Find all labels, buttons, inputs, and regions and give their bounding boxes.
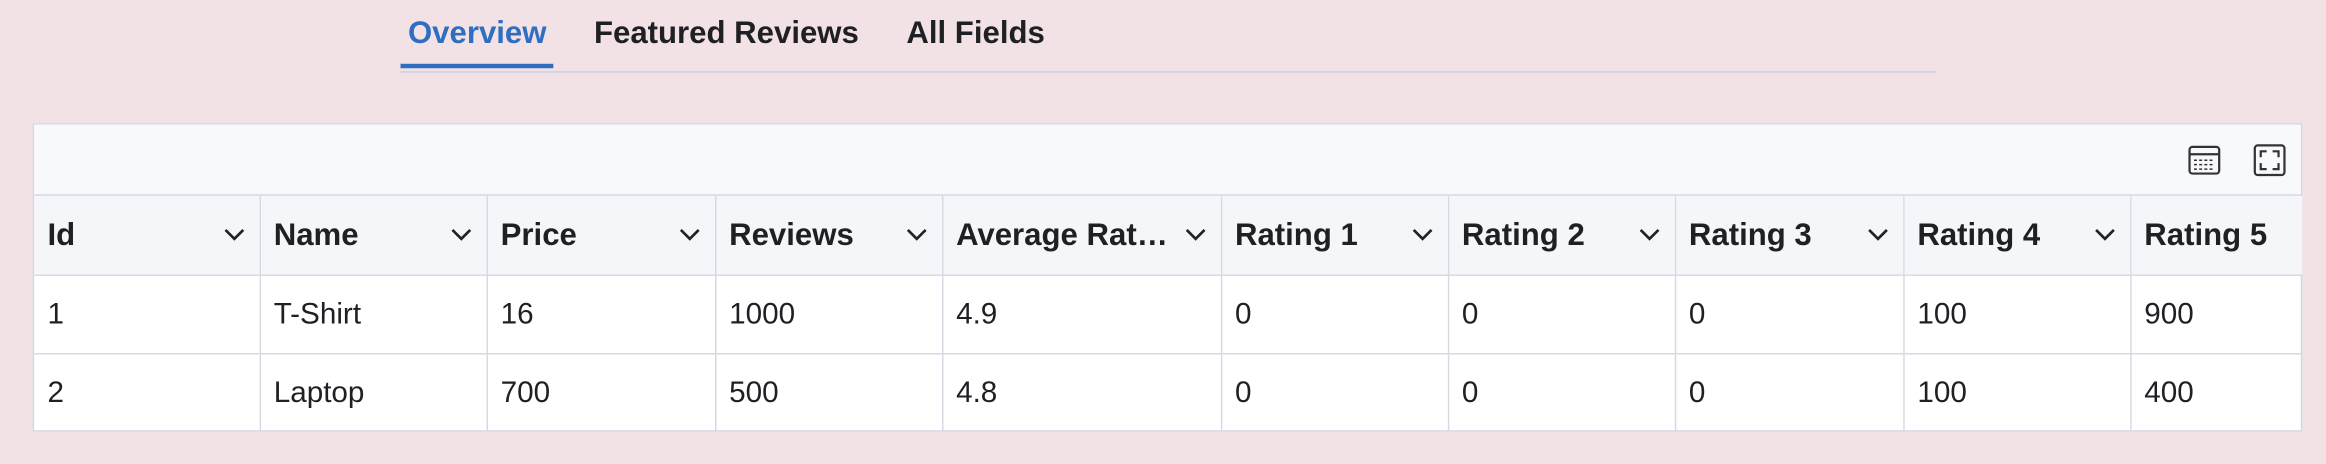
table-cell: 0 <box>1220 275 1449 355</box>
table-cell: 500 <box>715 353 943 432</box>
table-cell: 0 <box>1220 353 1449 432</box>
column-title: Rating 2 <box>1461 217 1585 252</box>
table-cell: 700 <box>486 353 716 432</box>
column-header[interactable]: Rating 5 <box>2130 195 2303 276</box>
column-header[interactable]: Rating 3 <box>1674 195 1904 276</box>
column-title: Id <box>47 217 76 252</box>
table-cell: 0 <box>1674 275 1904 355</box>
table-cell: 2 <box>34 353 261 432</box>
tab-bar: Overview Featured Reviews All Fields <box>400 0 1936 73</box>
header-row: Id Name Price Reviews Average Rat… Rating 1 Ra… <box>34 195 2303 276</box>
table-cell: 0 <box>1674 353 1904 432</box>
table-cell: T-Shirt <box>259 275 488 355</box>
table-body: 1 T-Shirt 16 1000 4.9 0 0 0 100 900 2 Laptop 700 500 4… <box>34 275 2303 432</box>
column-menu-icon[interactable] <box>679 227 700 242</box>
table-cell: 4.8 <box>941 353 1222 432</box>
table: Id Name Price Reviews Average Rat… Rating 1 Ra… <box>34 195 2303 432</box>
fullscreen-icon[interactable] <box>2252 142 2288 178</box>
column-title: Price <box>500 217 577 252</box>
column-header[interactable]: Price <box>486 195 716 276</box>
tab[interactable]: All Fields <box>906 16 1045 51</box>
column-header[interactable]: Rating 2 <box>1447 195 1676 276</box>
data-grid: Id Name Price Reviews Average Rat… Rating 1 Ra… <box>32 123 2303 432</box>
column-menu-icon[interactable] <box>1411 227 1432 242</box>
table-cell: 16 <box>486 275 716 355</box>
column-title: Average Rat… <box>956 217 1168 252</box>
column-header[interactable]: Average Rat… <box>941 195 1222 276</box>
table-cell: 1000 <box>715 275 943 355</box>
table-row: 2 Laptop 700 500 4.8 0 0 0 100 400 <box>34 353 2302 432</box>
table-cell: Laptop <box>259 353 488 432</box>
tab[interactable]: Overview <box>400 0 554 69</box>
column-menu-icon[interactable] <box>1185 227 1206 242</box>
table-cell: 100 <box>1903 275 2131 355</box>
column-menu-icon[interactable] <box>1638 227 1659 242</box>
tab[interactable]: Featured Reviews <box>593 16 859 51</box>
table-cell: 4.9 <box>941 275 1222 355</box>
column-header[interactable]: Id <box>34 195 261 276</box>
column-menu-icon[interactable] <box>450 227 471 242</box>
table-cell: 0 <box>1447 353 1676 432</box>
table-cell: 100 <box>1903 353 2131 432</box>
column-header[interactable]: Rating 1 <box>1220 195 1449 276</box>
column-header[interactable]: Name <box>259 195 488 276</box>
table-cell: 400 <box>2144 376 2194 409</box>
column-menu-icon[interactable] <box>223 227 244 242</box>
column-menu-icon[interactable] <box>1867 227 1888 242</box>
column-header[interactable]: Rating 4 <box>1903 195 2131 276</box>
table-row: 1 T-Shirt 16 1000 4.9 0 0 0 100 900 <box>34 275 2303 355</box>
column-header[interactable]: Reviews <box>715 195 943 276</box>
table-cell: 900 <box>2130 275 2303 355</box>
column-title: Name <box>273 217 359 252</box>
column-menu-icon[interactable] <box>2094 227 2115 242</box>
table-view-icon[interactable] <box>2187 142 2223 178</box>
column-title: Rating 3 <box>1688 217 1812 252</box>
column-title: Reviews <box>729 217 854 252</box>
column-title: Rating 4 <box>1917 217 2041 252</box>
table-cell: 0 <box>1447 275 1676 355</box>
table-cell: 1 <box>34 275 261 355</box>
column-title: Rating 5 <box>2144 217 2268 252</box>
grid-toolbar <box>34 124 2301 196</box>
column-menu-icon[interactable] <box>906 227 927 242</box>
column-title: Rating 1 <box>1234 217 1358 252</box>
